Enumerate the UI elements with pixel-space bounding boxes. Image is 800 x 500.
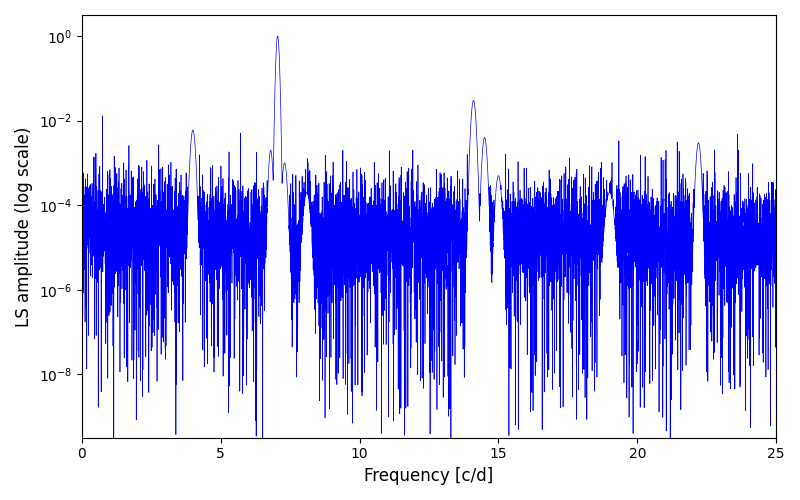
X-axis label: Frequency [c/d]: Frequency [c/d] (364, 467, 494, 485)
Y-axis label: LS amplitude (log scale): LS amplitude (log scale) (15, 126, 33, 326)
